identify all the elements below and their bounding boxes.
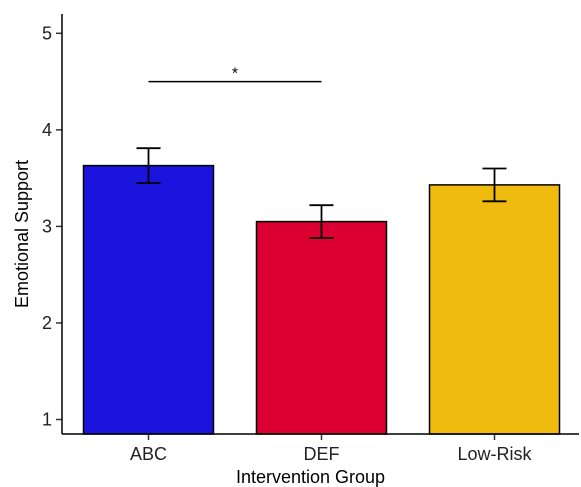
x-tick-label: ABC xyxy=(130,444,167,464)
y-axis-ticks: 1 2 3 4 5 xyxy=(42,23,62,430)
x-axis-ticks: ABC DEF Low-Risk xyxy=(130,434,533,464)
significance-annotations: * xyxy=(148,66,322,83)
bar-def xyxy=(255,220,388,435)
y-tick-label: 4 xyxy=(42,120,52,140)
significance-label: * xyxy=(232,66,238,83)
bar-low-risk xyxy=(428,184,561,435)
error-bars xyxy=(136,147,507,239)
y-tick-label: 3 xyxy=(42,216,52,236)
bar-abc xyxy=(82,164,215,435)
y-tick-label: 5 xyxy=(42,23,52,43)
x-axis-title: Intervention Group xyxy=(236,467,385,487)
y-tick-label: 2 xyxy=(42,313,52,333)
x-tick-label: DEF xyxy=(304,444,340,464)
y-axis-title: Emotional Support xyxy=(12,160,32,308)
x-tick-label: Low-Risk xyxy=(457,444,532,464)
y-tick-label: 1 xyxy=(42,410,52,430)
bars xyxy=(82,164,561,435)
